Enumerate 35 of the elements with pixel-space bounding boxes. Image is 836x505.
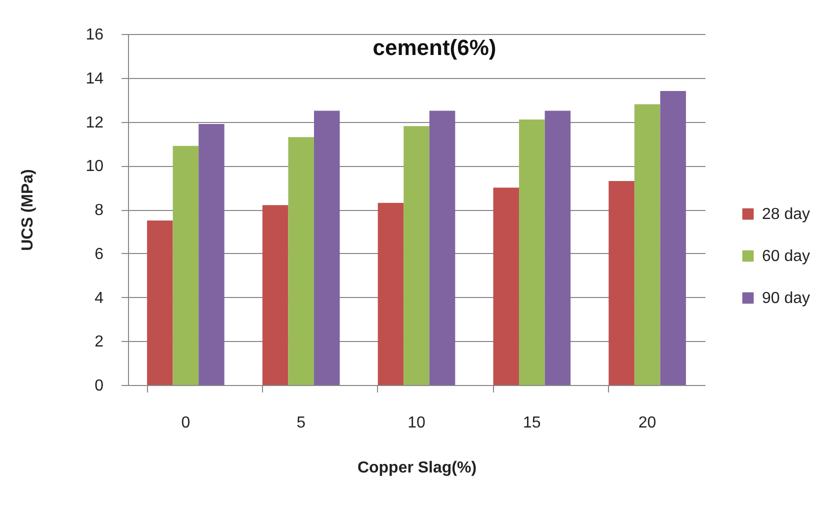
legend-label: 60 day <box>762 248 810 265</box>
bar <box>262 205 288 385</box>
chart-title: cement(6%) <box>372 35 496 60</box>
y-tick-label: 4 <box>94 290 104 307</box>
y-tick-label: 12 <box>86 114 104 132</box>
bar <box>429 110 456 385</box>
bar <box>660 91 686 385</box>
bar <box>172 146 199 385</box>
x-tick-label: 15 <box>523 414 541 432</box>
bar <box>404 126 430 385</box>
x-tick-label: 0 <box>181 414 190 432</box>
y-tick-label: 2 <box>94 334 104 351</box>
bar <box>378 202 404 385</box>
legend-label: 90 day <box>762 290 810 307</box>
x-tick-label: 5 <box>296 414 306 432</box>
x-tick-label: 10 <box>408 414 426 432</box>
bar <box>288 137 314 385</box>
bar <box>198 124 224 385</box>
bar <box>519 120 545 385</box>
bar <box>147 220 173 385</box>
y-tick-label: 8 <box>94 202 104 219</box>
y-tick-label: 6 <box>94 246 104 263</box>
y-tick-label: 16 <box>86 26 104 44</box>
bar <box>314 110 340 385</box>
x-tick-label: 20 <box>638 414 656 432</box>
y-tick-label: 14 <box>86 70 104 88</box>
bar <box>544 110 571 385</box>
x-axis-title: Copper Slag(%) <box>357 460 477 476</box>
y-tick-label: 0 <box>94 378 104 394</box>
bar <box>493 188 520 385</box>
legend-label: 28 day <box>762 206 810 223</box>
y-axis-title: UCS (MPa) <box>20 169 37 251</box>
bar <box>634 104 660 385</box>
bar <box>608 180 634 385</box>
y-tick-label: 10 <box>86 158 104 176</box>
